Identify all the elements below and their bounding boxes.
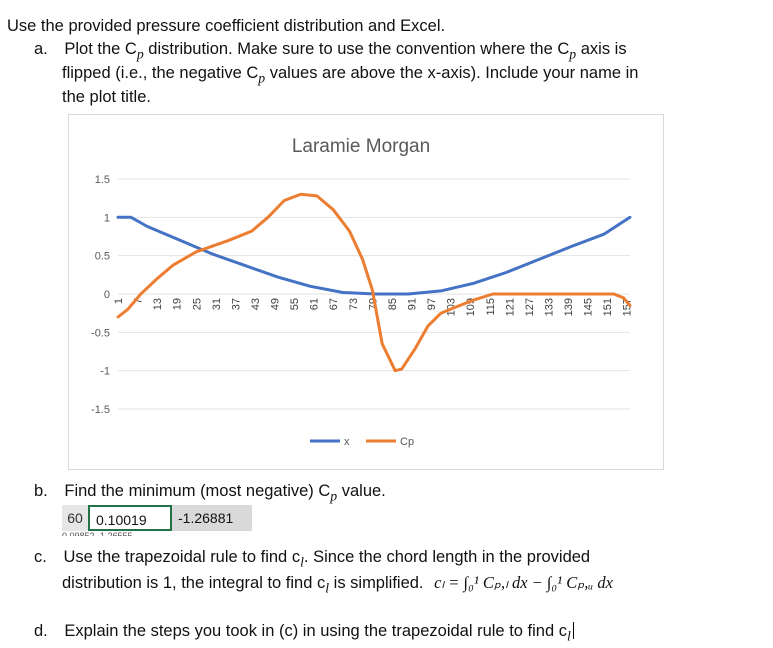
item-c-text-end: . Since the chord length in the provided [303, 548, 591, 566]
x-tick-label: 97 [426, 298, 438, 310]
cl-subscript: l [325, 580, 330, 596]
cl-subscript: l [300, 554, 304, 570]
series-lines [116, 192, 632, 373]
cp-subscript: p [258, 70, 266, 86]
x-tick-label: 49 [270, 298, 282, 310]
x-tick-label: 61 [309, 298, 321, 310]
item-a-line2-rest: values are above the x-axis). Include yo… [265, 64, 639, 82]
cp-subscript: p [569, 46, 577, 62]
item-c-line2-text: distribution is 1, the integral to find … [62, 574, 326, 592]
chart-svg: Laramie Morgan 1.5 1 0.5 0 -0.5 -1 -1.5 1 7 13 19… [91, 136, 634, 448]
item-c-line2: distribution is 1, the integral to find … [62, 573, 613, 596]
legend-label: x [344, 436, 350, 448]
item-a-label: a. [34, 40, 48, 58]
x-tick-label: 31 [211, 298, 223, 310]
x-tick-label: 73 [348, 298, 360, 310]
item-c-label: c. [34, 548, 47, 566]
excel-cell-cp[interactable]: -1.26881 [172, 505, 252, 531]
x-tick-label: 151 [602, 298, 614, 316]
x-tick-label: 121 [504, 298, 516, 316]
item-c-line1: c. Use the trapezoidal rule to find cl. … [34, 548, 590, 570]
x-tick-label: 67 [328, 298, 340, 310]
legend: x Cp [310, 436, 414, 448]
x-tick-label: 145 [583, 298, 595, 316]
x-tick-label: 157 [622, 298, 634, 316]
item-a-text-rest: distribution. Make sure to use the conve… [143, 40, 570, 58]
x-tick-label: 55 [289, 298, 301, 310]
x-tick-label: 13 [152, 298, 164, 310]
item-d-text: Explain the steps you took in (c) in usi… [64, 622, 567, 640]
cp-subscript: p [330, 488, 338, 504]
y-tick-label: 0.5 [95, 251, 110, 263]
y-tick-label: 0 [104, 289, 110, 301]
item-d-label: d. [34, 622, 48, 640]
x-tick-label: 25 [191, 298, 203, 310]
item-d: d. Explain the steps you took in (c) in … [34, 622, 574, 644]
y-tick-label: -1 [100, 366, 110, 378]
x-tick-label: 7 [133, 298, 145, 304]
x-tick-label: 37 [230, 298, 242, 310]
excel-cell-x[interactable]: 0.10019 [88, 505, 172, 531]
cl-subscript: l [566, 628, 571, 644]
x-tick-label: 43 [250, 298, 262, 310]
y-tick-label: 1.5 [95, 174, 110, 186]
item-b: b. Find the minimum (most negative) Cp v… [34, 482, 386, 504]
y-tick-label: 1 [104, 212, 110, 224]
excel-next-row-partial: 0.09852 -1.26555 [62, 531, 133, 536]
item-b-label: b. [34, 482, 48, 500]
y-tick-label: -0.5 [91, 327, 110, 339]
x-tick-label: 19 [172, 298, 184, 310]
item-a-line2-text: flipped (i.e., the negative C [62, 64, 259, 82]
y-tick-labels: 1.5 1 0.5 0 -0.5 -1 -1.5 [91, 174, 110, 416]
legend-label: Cp [400, 436, 414, 448]
series-line-cp [116, 192, 632, 373]
x-tick-label: 133 [543, 298, 555, 316]
y-tick-label: -1.5 [91, 404, 110, 416]
item-a-text: Plot the C [64, 40, 137, 58]
item-a-line1: a. Plot the Cp distribution. Make sure t… [34, 40, 627, 62]
series-line-x [116, 215, 632, 296]
x-tick-label: 91 [407, 298, 419, 310]
x-tick-label: 139 [563, 298, 575, 316]
chart-title: Laramie Morgan [292, 136, 430, 157]
x-tick-label: 115 [485, 298, 497, 316]
x-tick-label: 85 [387, 298, 399, 310]
x-tick-label: 1 [113, 298, 125, 304]
excel-row: 60 0.10019 -1.26881 [62, 505, 252, 531]
item-a-line2: flipped (i.e., the negative Cp values ar… [62, 64, 638, 86]
cp-subscript: p [136, 46, 144, 62]
item-c-text: Use the trapezoidal rule to find c [63, 548, 301, 566]
intro-text: Use the provided pressure coefficient di… [7, 17, 446, 35]
chart-frame [68, 114, 664, 470]
cp-chart: Laramie Morgan 1.5 1 0.5 0 -0.5 -1 -1.5 1 7 13 19… [68, 114, 664, 470]
item-b-text: Find the minimum (most negative) C [64, 482, 331, 500]
text-cursor[interactable] [572, 622, 574, 639]
excel-row-header[interactable]: 60 [62, 505, 88, 531]
cl-formula: cₗ = ∫₀¹ Cₚ,ₗ dx − ∫₀¹ Cₚ,ᵤ dx [434, 573, 613, 592]
x-tick-label: 127 [524, 298, 536, 316]
item-a-text-end: axis is [576, 40, 627, 58]
x-tick-labels: 1 7 13 19 25 31 37 43 49 55 61 67 73 79 85 91 97 103 109 11… [113, 298, 634, 316]
item-b-end: value. [337, 482, 386, 500]
item-c-line2-end: is simplified. [329, 574, 424, 592]
item-a-line3: the plot title. [62, 88, 151, 106]
